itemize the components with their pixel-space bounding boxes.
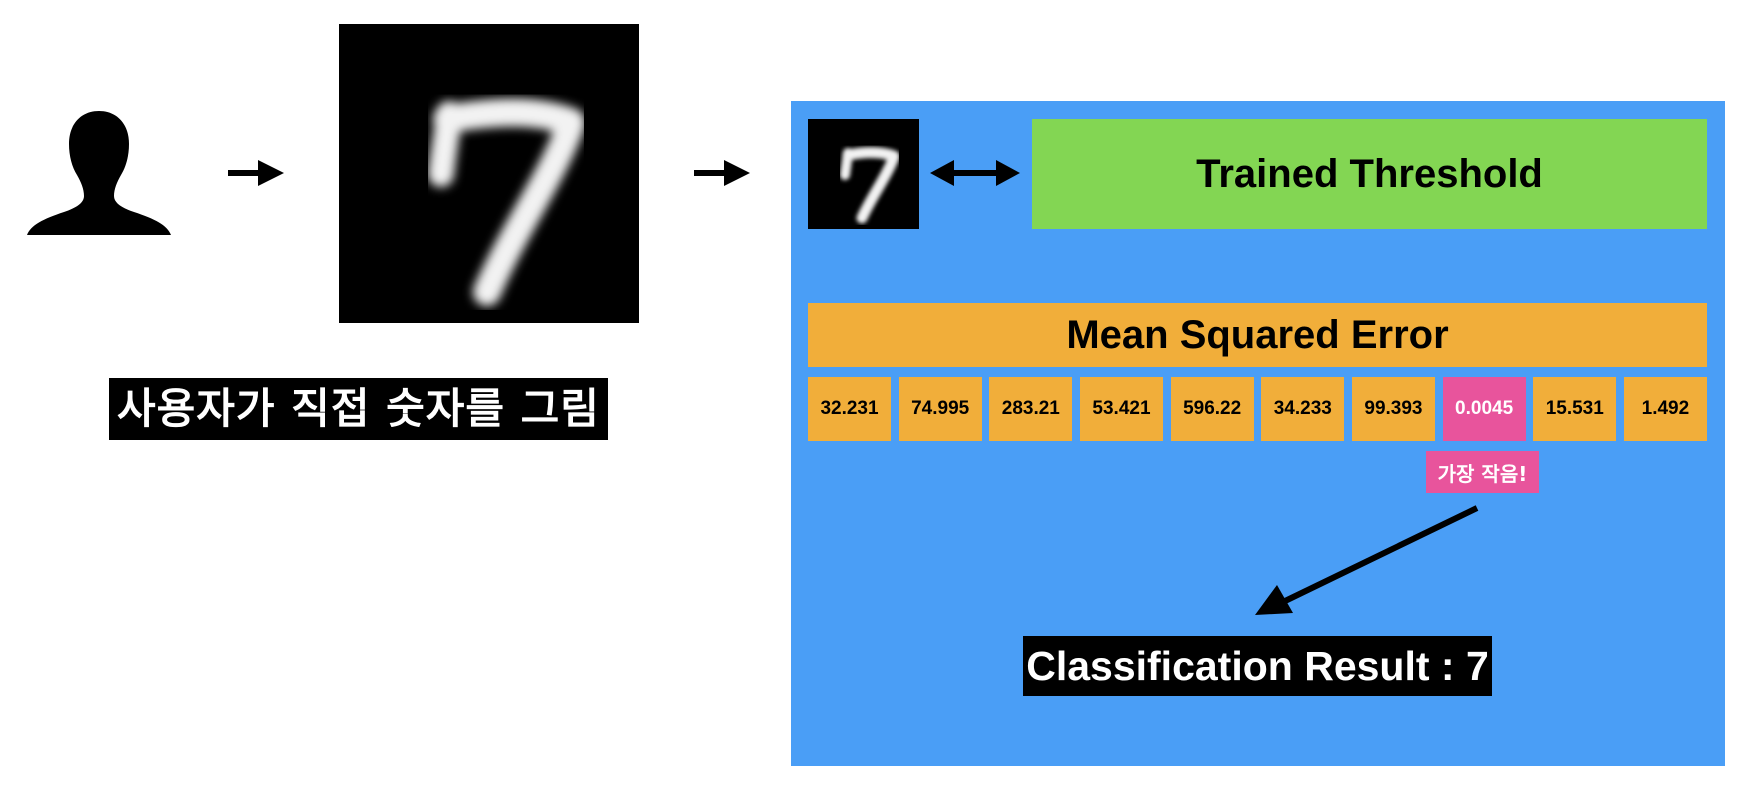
mse-value-cell: 74.995 (898, 377, 982, 441)
mse-value-cell: 53.421 (1079, 377, 1163, 441)
mse-value-cell: 34.233 (1261, 377, 1345, 441)
digit-seven-stroke (428, 98, 585, 306)
user-silhouette-icon (27, 111, 171, 235)
smallest-value-tag: 가장 작음! (1426, 451, 1539, 493)
right-arrow-icon (228, 160, 284, 186)
input-digit-thumbnail (808, 119, 919, 229)
trained-threshold-box: Trained Threshold (1032, 119, 1707, 229)
mse-value-cell: 596.22 (1170, 377, 1254, 441)
user-draws-caption: 사용자가 직접 숫자를 그림 (109, 378, 608, 440)
mse-value-cell-minimum: 0.0045 (1442, 377, 1526, 441)
mse-value-cell: 15.531 (1533, 377, 1617, 441)
mse-values-row: 32.231 74.995 283.21 53.421 596.22 34.23… (808, 377, 1707, 441)
double-arrow-icon (930, 160, 1020, 186)
drawn-digit-image (339, 24, 639, 323)
mse-value-cell: 99.393 (1351, 377, 1435, 441)
mse-value-cell: 283.21 (989, 377, 1073, 441)
mse-value-cell: 1.492 (1623, 377, 1707, 441)
digit-seven-thumbnail (840, 147, 900, 224)
classification-result: Classification Result : 7 (1023, 636, 1492, 696)
mse-header: Mean Squared Error (808, 303, 1707, 367)
right-arrow-icon (694, 160, 750, 186)
mse-value-cell: 32.231 (808, 377, 891, 441)
diagonal-arrow-icon (1255, 505, 1479, 615)
